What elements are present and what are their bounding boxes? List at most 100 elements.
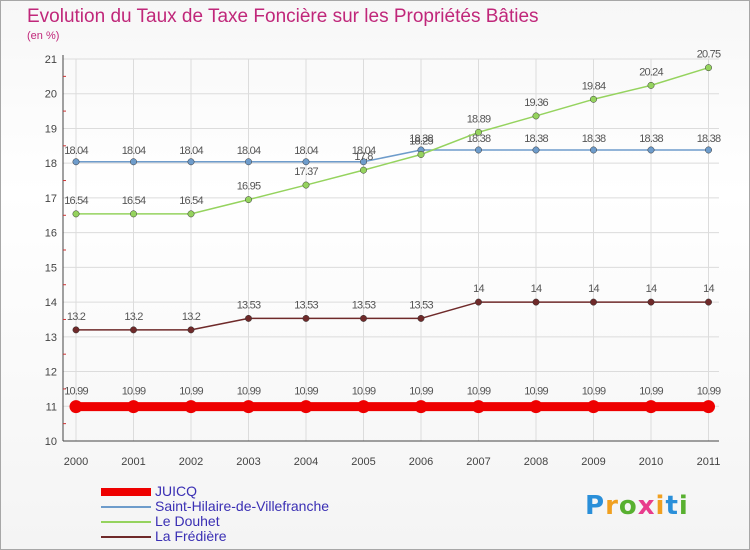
legend-label-la-frediere: La Frédière [155, 528, 227, 544]
data-label: 17.37 [294, 166, 318, 178]
x-tick-label: 2005 [351, 456, 375, 468]
chart-subtitle: (en %) [27, 30, 60, 42]
data-label: 18.04 [237, 145, 261, 157]
data-label: 10.99 [524, 386, 548, 398]
legend-label-saint-hilaire: Saint-Hilaire-de-Villefranche [155, 498, 330, 514]
data-point [245, 314, 252, 322]
data-label: 16.54 [64, 195, 88, 207]
data-point [302, 314, 310, 322]
data-label: 14 [646, 283, 657, 295]
data-point [187, 210, 195, 218]
data-point [532, 146, 540, 154]
data-point [475, 128, 482, 136]
data-label: 13.2 [182, 311, 201, 323]
data-label: 13.53 [237, 299, 261, 311]
data-label: 13.2 [67, 311, 86, 323]
data-label: 18.04 [122, 145, 146, 157]
data-label: 18.38 [467, 133, 491, 145]
chart-title: Evolution du Taux de Taxe Foncière sur l… [27, 6, 539, 27]
data-point [702, 400, 715, 414]
data-point [357, 400, 370, 414]
proxiti-logo: Proxiti [585, 491, 689, 521]
data-label: 14 [531, 283, 542, 295]
data-label: 10.99 [639, 386, 663, 398]
data-label: 14 [473, 283, 484, 295]
y-tick-label: 19 [45, 123, 57, 135]
series-line-2 [75, 66, 710, 215]
x-tick-label: 2007 [466, 456, 490, 468]
logo-letter: t [665, 491, 679, 521]
data-point [647, 81, 655, 89]
legend-swatch-la-frediere [101, 536, 151, 538]
logo-letter: i [655, 491, 666, 521]
data-point [705, 64, 712, 72]
x-tick-label: 2001 [121, 456, 145, 468]
data-point [475, 298, 482, 306]
legend-item-saint-hilaire: Saint-Hilaire-de-Villefranche [101, 498, 401, 515]
data-label: 10.99 [467, 386, 491, 398]
data-point [72, 158, 80, 166]
x-tick-label: 2006 [409, 456, 433, 468]
y-tick-label: 16 [45, 228, 57, 240]
data-point [302, 181, 310, 189]
data-point [417, 151, 425, 158]
data-point [414, 400, 428, 414]
data-point [242, 400, 255, 414]
data-label: 13.53 [352, 299, 376, 311]
data-label: 10.99 [582, 386, 606, 398]
x-tick-label: 2003 [236, 456, 260, 468]
data-point [587, 400, 600, 414]
data-point [705, 298, 712, 306]
data-label: 16.95 [237, 181, 261, 193]
data-label: 10.99 [352, 386, 376, 398]
data-point [184, 400, 198, 414]
data-label: 10.99 [237, 386, 261, 398]
data-label: 18.38 [582, 133, 606, 145]
data-label: 14 [588, 283, 599, 295]
data-point [130, 158, 137, 166]
data-point [130, 326, 137, 334]
data-label: 19.84 [582, 80, 606, 92]
data-label: 13.53 [409, 299, 433, 311]
data-label: 18.38 [697, 133, 721, 145]
data-label: 20.75 [697, 49, 721, 61]
data-point [532, 298, 540, 306]
data-point [245, 158, 252, 166]
data-point [644, 400, 658, 414]
legend-item-la-frediere: La Frédière [101, 528, 401, 545]
data-point [360, 314, 367, 322]
logo-letter: o [618, 491, 638, 521]
x-tick-label: 2009 [581, 456, 605, 468]
data-point [72, 326, 80, 334]
logo-letter: i [678, 491, 689, 521]
data-label: 10.99 [64, 386, 88, 398]
data-point [647, 146, 655, 154]
y-tick-label: 17 [45, 193, 57, 205]
data-point [127, 400, 140, 414]
y-tick-label: 10 [45, 436, 57, 448]
y-tick-label: 11 [46, 401, 57, 413]
legend-label-juicq: JUICQ [155, 483, 197, 499]
x-tick-label: 2008 [524, 456, 548, 468]
legend-item-le-douhet: Le Douhet [101, 513, 401, 530]
data-point [647, 298, 655, 306]
data-label: 18.38 [639, 133, 663, 145]
data-label: 20.24 [639, 66, 663, 78]
series-line-3 [75, 301, 710, 331]
x-tick-label: 2002 [179, 456, 203, 468]
data-point [360, 158, 367, 166]
data-label: 13.2 [124, 311, 143, 323]
data-label: 16.54 [179, 195, 203, 207]
data-label: 10.99 [179, 386, 203, 398]
data-label: 10.99 [122, 386, 146, 398]
data-label: 14 [703, 283, 714, 295]
data-point [245, 196, 252, 204]
data-point [187, 326, 195, 334]
data-point [72, 210, 80, 218]
legend: JUICQ Saint-Hilaire-de-Villefranche Le D… [101, 483, 401, 545]
x-tick-label: 2011 [697, 456, 721, 468]
legend-label-le-douhet: Le Douhet [155, 513, 220, 529]
legend-swatch-saint-hilaire [101, 506, 151, 508]
data-label: 18.38 [524, 133, 548, 145]
